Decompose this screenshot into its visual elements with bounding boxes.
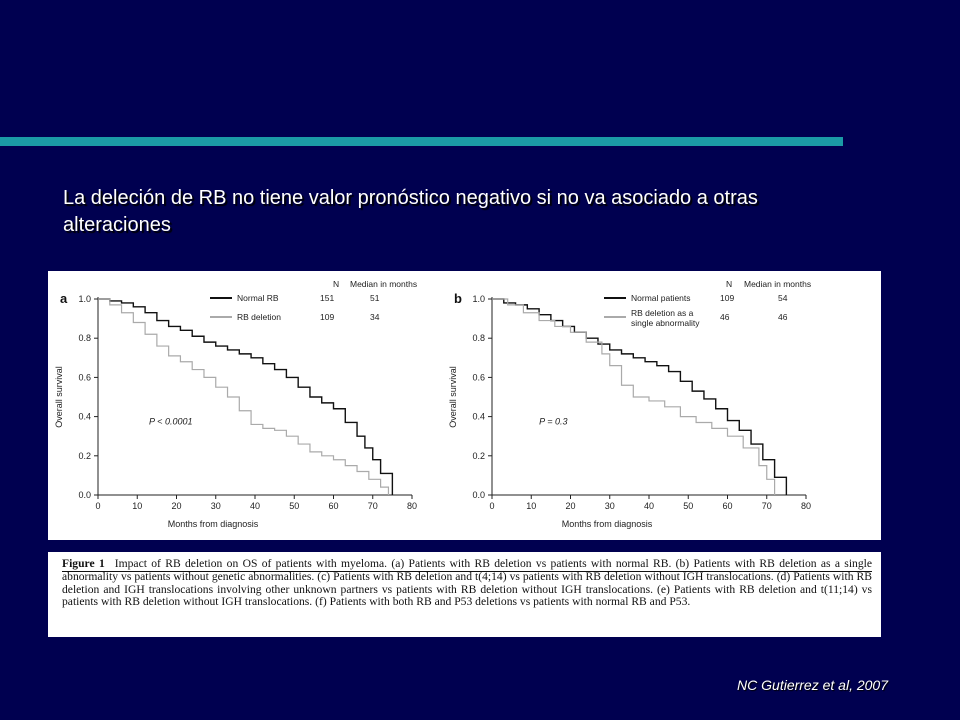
- legend-label-b-1: Normal patients: [631, 293, 691, 303]
- y-tick-label-a: 0.8: [78, 333, 91, 343]
- p-value-a: P < 0.0001: [149, 416, 192, 426]
- x-tick-label-a: 70: [368, 501, 378, 511]
- x-tick-label-a: 0: [95, 501, 100, 511]
- y-tick-label-b: 1.0: [472, 294, 485, 304]
- legend-label-a-2: RB deletion: [237, 312, 281, 322]
- x-tick-label-b: 40: [644, 501, 654, 511]
- x-tick-label-b: 70: [762, 501, 772, 511]
- survival-charts: a 0.0 0.2 0.4 0.6 0.8 1.0 0 10 20 30 40 50 60 70 80 Mont…: [54, 279, 811, 529]
- legend-n-a-2: 109: [320, 312, 334, 322]
- accent-bar: [0, 137, 843, 146]
- x-tick-label-a: 50: [289, 501, 299, 511]
- x-axis-label-b: Months from diagnosis: [562, 519, 653, 529]
- y-tick-label-a: 0.0: [78, 490, 91, 500]
- x-tick-label-a: 10: [132, 501, 142, 511]
- x-tick-label-a: 40: [250, 501, 260, 511]
- x-tick-label-b: 0: [489, 501, 494, 511]
- y-tick-label-a: 0.6: [78, 372, 91, 382]
- legend-header-median-b: Median in months: [744, 279, 811, 289]
- y-tick-label-b: 0.2: [472, 451, 485, 461]
- x-tick-label-a: 20: [171, 501, 181, 511]
- legend-n-a-1: 151: [320, 293, 334, 303]
- x-tick-label-b: 50: [683, 501, 693, 511]
- legend-header-n-a: N: [333, 279, 339, 289]
- x-tick-label-b: 80: [801, 501, 811, 511]
- legend-median-a-2: 34: [370, 312, 380, 322]
- p-value-b: P = 0.3: [539, 416, 567, 426]
- figure-panel: a 0.0 0.2 0.4 0.6 0.8 1.0 0 10 20 30 40 50 60 70 80 Mont…: [48, 271, 881, 540]
- caption-rule: [62, 571, 872, 572]
- x-tick-label-b: 20: [565, 501, 575, 511]
- legend-label-a-1: Normal RB: [237, 293, 279, 303]
- x-tick-label-b: 30: [605, 501, 615, 511]
- panel-label-b: b: [454, 291, 462, 306]
- caption-panel: Figure 1 Impact of RB deletion on OS of p…: [48, 552, 881, 637]
- y-tick-label-b: 0.4: [472, 412, 485, 422]
- x-tick-label-b: 60: [722, 501, 732, 511]
- caption-label: Figure 1: [62, 557, 105, 570]
- y-tick-label-a: 0.2: [78, 451, 91, 461]
- legend-median-b-2: 46: [778, 312, 788, 322]
- legend-n-b-1: 109: [720, 293, 734, 303]
- legend-median-a-1: 51: [370, 293, 380, 303]
- y-tick-label-b: 0.0: [472, 490, 485, 500]
- legend-median-b-1: 54: [778, 293, 788, 303]
- x-tick-label-a: 60: [328, 501, 338, 511]
- legend-label-b-2: RB deletion as a single abnormality: [631, 308, 700, 328]
- legend-n-b-2: 46: [720, 312, 730, 322]
- x-tick-label-a: 80: [407, 501, 417, 511]
- x-axis-label-a: Months from diagnosis: [168, 519, 259, 529]
- x-tick-label-b: 10: [526, 501, 536, 511]
- y-tick-label-b: 0.6: [472, 372, 485, 382]
- slide-heading: La deleción de RB no tiene valor pronóst…: [63, 187, 758, 236]
- legend-header-median-a: Median in months: [350, 279, 417, 289]
- y-axis-label-a: Overall survival: [54, 366, 64, 428]
- x-tick-label-a: 30: [211, 501, 221, 511]
- y-tick-label-a: 1.0: [78, 294, 91, 304]
- survival-curve-a-2: [98, 298, 390, 495]
- survival-curve-b-2: [492, 298, 776, 495]
- caption-text: Impact of RB deletion on OS of patients …: [62, 557, 872, 609]
- y-axis-label-b: Overall survival: [448, 366, 458, 428]
- figure-caption: Figure 1 Impact of RB deletion on OS of p…: [62, 557, 872, 609]
- panel-label-a: a: [60, 291, 68, 306]
- legend-header-n-b: N: [726, 279, 732, 289]
- y-tick-label-b: 0.8: [472, 333, 485, 343]
- y-tick-label-a: 0.4: [78, 412, 91, 422]
- survival-curve-a-1: [98, 298, 394, 495]
- survival-curve-b-1: [492, 298, 788, 495]
- citation: NC Gutierrez et al, 2007: [737, 677, 888, 693]
